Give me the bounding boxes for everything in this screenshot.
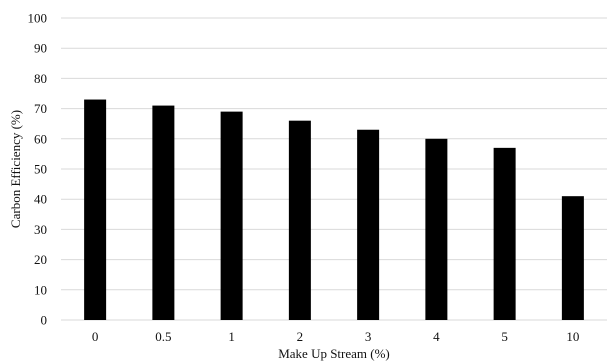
- y-tick-label: 90: [34, 41, 47, 56]
- y-tick-labels: 0 10 20 30 40 50 60 70 80 90 100: [28, 11, 48, 328]
- x-tick-label: 0: [92, 329, 99, 344]
- y-tick-label: 80: [34, 71, 47, 86]
- x-tick-label: 1: [228, 329, 235, 344]
- bar: [220, 111, 243, 321]
- y-tick-label: 40: [34, 192, 47, 207]
- x-tick-labels: 0 0.5 1 2 3 4 5 10: [92, 329, 580, 344]
- y-tick-label: 0: [41, 313, 48, 328]
- bar: [357, 129, 380, 320]
- bar: [425, 138, 448, 320]
- bar: [561, 196, 584, 320]
- bar: [152, 105, 175, 320]
- bar: [288, 120, 311, 321]
- x-tick-label: 3: [365, 329, 372, 344]
- y-tick-label: 60: [34, 131, 47, 146]
- bar: [493, 147, 516, 320]
- x-tick-label: 0.5: [155, 329, 171, 344]
- x-axis-label: Make Up Stream (%): [278, 346, 390, 361]
- bar: [84, 99, 107, 320]
- x-tick-label: 2: [297, 329, 304, 344]
- x-tick-label: 10: [566, 329, 579, 344]
- bars: [84, 99, 584, 321]
- y-tick-label: 10: [34, 282, 47, 297]
- x-tick-label: 5: [501, 329, 508, 344]
- y-tick-label: 20: [34, 252, 47, 267]
- y-tick-label: 30: [34, 222, 47, 237]
- y-tick-label: 100: [28, 11, 48, 26]
- y-tick-label: 50: [34, 162, 47, 177]
- x-tick-label: 4: [433, 329, 440, 344]
- y-tick-label: 70: [34, 101, 47, 116]
- y-axis-label: Carbon Efficiency (%): [8, 110, 23, 228]
- gridlines: [61, 17, 607, 321]
